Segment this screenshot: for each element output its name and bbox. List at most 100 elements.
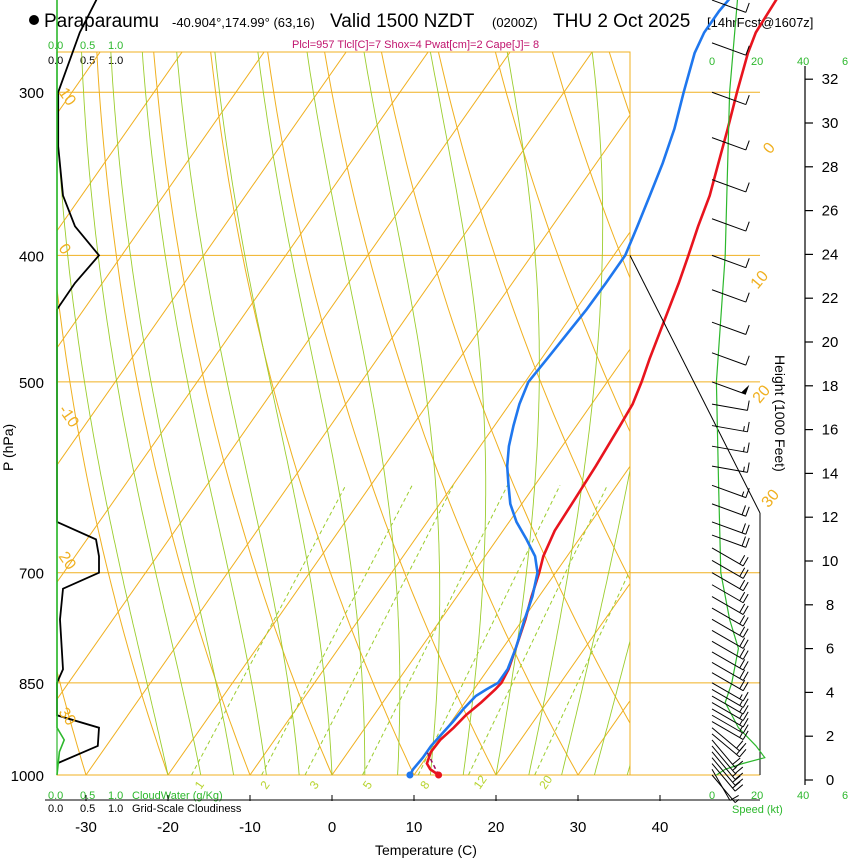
temperature-tick-label: -20 (157, 819, 179, 836)
wind-barb-feather (745, 488, 750, 498)
wind-barb-feather (742, 698, 749, 708)
wind-barb-feather (742, 628, 749, 638)
wind-barb-feather (741, 505, 746, 516)
wind-barb-feather (745, 258, 750, 268)
speed-label: Speed (kt) (732, 804, 783, 816)
height-axis-title: Height (1000 Feet) (772, 355, 788, 472)
forecast-info: [14hrFcst@1607z] (707, 15, 813, 30)
wind-barb-feather (742, 724, 749, 734)
wind-barb (711, 739, 736, 768)
dewpoint-profile-line (408, 0, 731, 776)
wind-barb-feather (739, 591, 746, 602)
mixing-ratio-label: 2 (257, 778, 272, 792)
wind-barb-half-feather (739, 720, 743, 726)
valid-date: THU 2 Oct 2025 (553, 11, 690, 32)
wind-barb (711, 445, 748, 453)
wind-barb (711, 289, 746, 303)
wind-barb (711, 630, 744, 649)
wind-barb-feather (742, 569, 749, 579)
wind-barb-feather (745, 355, 750, 366)
left-top-black-0: 0.0 (48, 55, 63, 67)
mixing-ratio-line (417, 485, 561, 775)
moist-adiabat-line (593, 639, 630, 775)
moist-adiabat-line (561, 467, 630, 775)
wind-barb-feather (745, 537, 750, 548)
isotherm-line (495, 582, 630, 775)
speed-bottom-40: 40 (797, 790, 809, 802)
speed-bottom-6: 6 (842, 790, 848, 802)
wind-barb-feather (742, 671, 749, 681)
isotherm-line (57, 52, 183, 232)
wind-barb (711, 137, 746, 151)
wind-barb-feather (734, 778, 744, 786)
surface-point (435, 771, 443, 779)
moist-adiabat-line (363, 52, 441, 775)
wind-barb-pennant (741, 384, 750, 395)
x-axis-title: Temperature (C) (375, 842, 477, 858)
wind-barb (711, 689, 744, 708)
height-tick-label: 22 (822, 290, 839, 307)
wind-barb (711, 702, 744, 721)
wind-barb-feather (745, 506, 750, 517)
temperature-tick-label: 20 (488, 819, 505, 836)
left-top-green-1: 1.0 (108, 40, 123, 52)
left-bottom-black-0: 0.0 (48, 803, 63, 815)
wind-barb (711, 695, 744, 715)
params-line: Plcl=957 Tlcl[C]=7 Shox=4 Pwat[cm]=2 Cap… (292, 39, 539, 51)
valid-time: Valid 1500 NZDT (330, 11, 475, 32)
height-tick-label: 24 (822, 246, 839, 263)
wind-barb-feather (746, 421, 750, 432)
wind-barb (711, 651, 744, 671)
temperature-tick-label: 30 (570, 819, 587, 836)
wind-barb (711, 547, 744, 567)
dry-adiabat-line (153, 52, 333, 775)
wind-barb-feather (742, 705, 749, 715)
moist-adiabat-line (110, 52, 235, 775)
wind-barb (711, 584, 744, 604)
wind-barb-feather (742, 581, 749, 591)
isotherm-line (331, 348, 630, 775)
isotherm-line (167, 114, 630, 775)
isotherm-label: 10 (748, 268, 773, 293)
wind-barb (711, 745, 736, 774)
temperature-tick-label: 40 (652, 819, 669, 836)
wind-barb (711, 596, 744, 615)
wind-barb-feather (742, 650, 749, 660)
wind-barb (711, 0, 746, 13)
left-top-green-0: 0.0 (48, 40, 63, 52)
wind-barb-feather (742, 718, 749, 728)
wind-barb (711, 640, 744, 660)
temperature-tick-label: 0 (328, 819, 336, 836)
moist-adiabat-line (306, 52, 401, 775)
wind-barb-feather (739, 626, 746, 636)
wind-barb-feather (739, 669, 746, 679)
wind-barb (711, 763, 736, 792)
wind-barb-feather (745, 524, 750, 535)
wind-barb-half-feather (743, 466, 745, 472)
location-coords: -40.904°,174.99° (63,16) (172, 15, 315, 30)
wind-barb (711, 757, 736, 786)
temperature-tick-label: -10 (239, 819, 261, 836)
wind-barb (711, 381, 746, 395)
isotherm-label: 20 (750, 382, 775, 407)
pressure-tick-label: 500 (19, 375, 44, 392)
wind-barb (711, 179, 746, 193)
wind-barb-feather (745, 45, 750, 56)
wind-barb (711, 662, 744, 681)
wind-barb-feather (736, 740, 744, 749)
speed-bottom-0: 0 (709, 790, 715, 802)
wind-barb-feather (745, 94, 750, 105)
wind-barb (711, 42, 746, 56)
wind-barb-half-feather (739, 707, 743, 713)
utc-time: (0200Z) (492, 15, 538, 30)
pressure-tick-label: 700 (19, 566, 44, 583)
wind-barb-feather (742, 639, 749, 649)
wind-barb (711, 254, 746, 269)
wind-barb (711, 607, 744, 627)
wind-barb-feather (739, 567, 746, 577)
wind-barb-half-feather (743, 446, 745, 452)
isotherm-line (57, 52, 347, 466)
wind-barb-feather (742, 556, 749, 567)
wind-barb-feather (741, 536, 746, 547)
wind-barb-feather (745, 221, 750, 232)
